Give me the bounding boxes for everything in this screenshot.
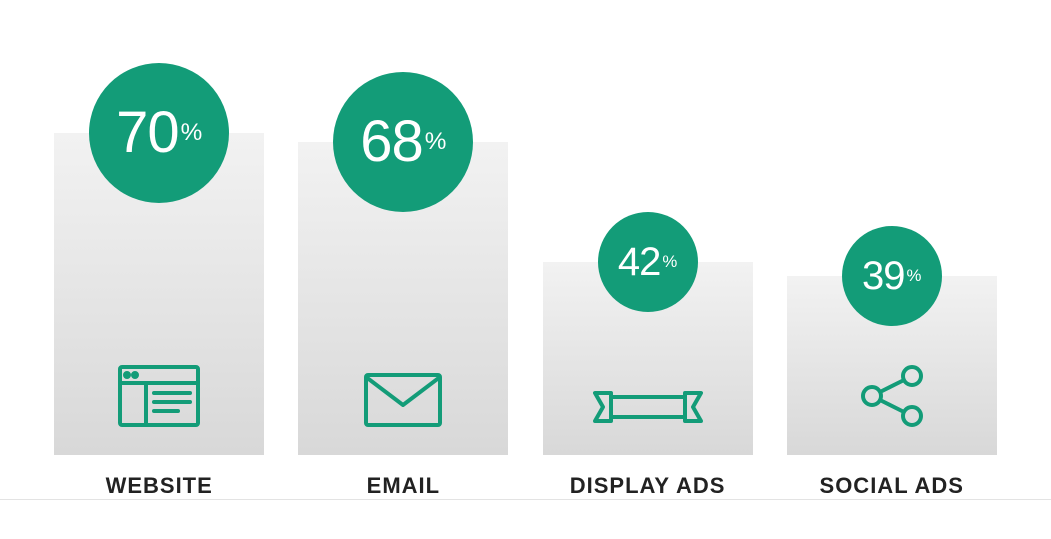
bar-wrap: 70% bbox=[54, 133, 264, 455]
value-number: 70 bbox=[116, 104, 179, 162]
bar-col-social-ads: 39% SOCIAL ADS bbox=[787, 276, 997, 499]
bar-chart: 70% WEBSITE bbox=[0, 0, 1051, 539]
value-badge: 39% bbox=[842, 226, 942, 326]
bar-wrap: 42% bbox=[543, 262, 753, 455]
value-badge: 42% bbox=[598, 212, 698, 312]
percent-symbol: % bbox=[181, 119, 203, 147]
percent-symbol: % bbox=[425, 128, 447, 156]
bar-col-display-ads: 42% DISPLAY ADS bbox=[543, 262, 753, 499]
bar-wrap: 39% bbox=[787, 276, 997, 455]
share-icon bbox=[857, 365, 927, 427]
percent-symbol: % bbox=[907, 266, 922, 286]
value-badge: 70% bbox=[89, 63, 229, 203]
bar-wrap: 68% bbox=[298, 142, 508, 455]
website-icon bbox=[118, 365, 200, 427]
bar-label: DISPLAY ADS bbox=[570, 473, 726, 499]
percent-symbol: % bbox=[662, 252, 677, 272]
value-number: 42 bbox=[618, 242, 661, 282]
value-number: 39 bbox=[862, 256, 905, 296]
bar-col-website: 70% WEBSITE bbox=[54, 133, 264, 499]
bar-label: WEBSITE bbox=[106, 473, 213, 499]
bar-label: EMAIL bbox=[367, 473, 440, 499]
bar-col-email: 68% EMAIL bbox=[298, 142, 508, 499]
banner-icon bbox=[593, 387, 703, 427]
email-icon bbox=[364, 373, 442, 427]
value-badge: 68% bbox=[333, 72, 473, 212]
bar-label: SOCIAL ADS bbox=[820, 473, 964, 499]
value-number: 68 bbox=[360, 113, 423, 171]
